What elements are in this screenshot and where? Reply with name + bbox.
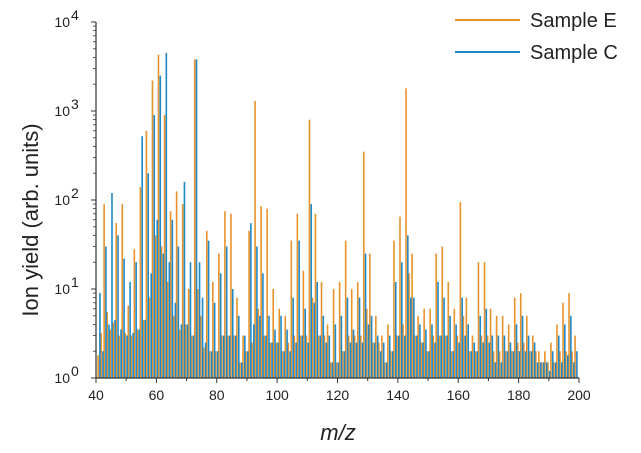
x-tick-label-140: 140 — [386, 387, 410, 403]
legend-label-sample-c: Sample C — [530, 42, 618, 64]
axes — [95, 22, 579, 379]
y-axis-title: Ion yield (arb. units) — [18, 123, 43, 316]
series-sample-e-bars — [97, 54, 576, 378]
y-tick-exponent-2: 2 — [71, 185, 79, 201]
x-tick-label-200: 200 — [567, 387, 591, 403]
x-tick-label-80: 80 — [209, 387, 225, 403]
y-tick-label-3: 10 — [54, 103, 70, 119]
x-tick-label-180: 180 — [507, 387, 531, 403]
x-tick-label-120: 120 — [326, 387, 350, 403]
y-tick-label-2: 10 — [54, 192, 70, 208]
y-tick-label-1: 10 — [54, 281, 70, 297]
y-tick-exponent-4: 4 — [71, 7, 79, 23]
x-tick-label-160: 160 — [447, 387, 471, 403]
x-axis-ticks: 40 60 80 100 120 140 160 180 200 — [88, 378, 591, 403]
x-axis-title: m/z — [320, 420, 355, 445]
x-tick-label-60: 60 — [149, 387, 165, 403]
y-tick-label-4: 10 — [54, 14, 70, 30]
y-tick-exponent-1: 1 — [71, 274, 79, 290]
legend-label-sample-e: Sample E — [530, 10, 617, 32]
legend: Sample E Sample C — [455, 10, 618, 64]
x-tick-label-40: 40 — [88, 387, 104, 403]
series-sample-c-bars — [99, 52, 578, 378]
y-tick-label-0: 10 — [54, 370, 70, 386]
x-tick-label-100: 100 — [265, 387, 289, 403]
y-tick-exponent-0: 0 — [71, 363, 79, 379]
y-tick-exponent-3: 3 — [71, 96, 79, 112]
